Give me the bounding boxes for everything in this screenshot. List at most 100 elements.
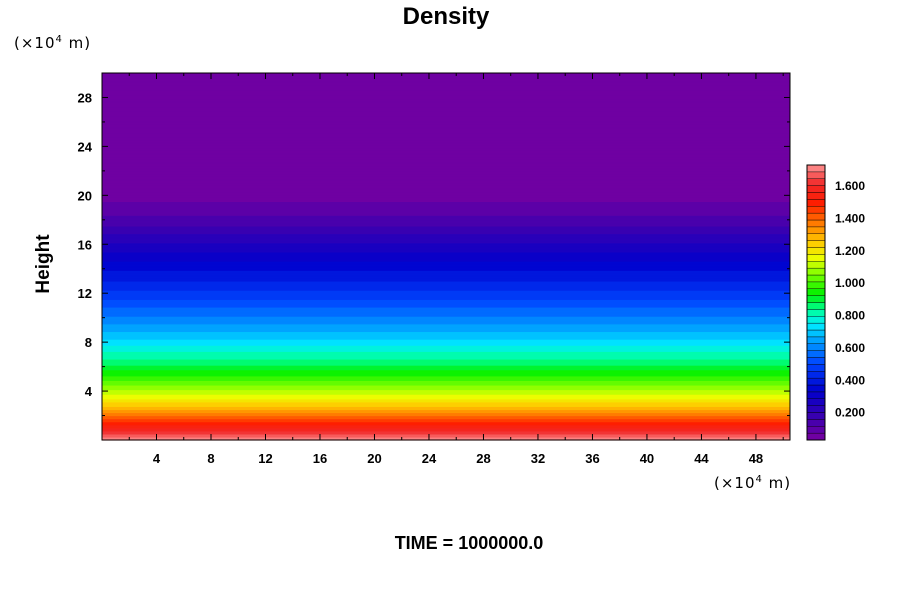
- density-band: [102, 293, 790, 296]
- density-band: [102, 432, 790, 435]
- density-band: [102, 357, 790, 360]
- density-band: [102, 412, 790, 415]
- colorbar-swatch: [806, 336, 826, 344]
- density-band: [102, 230, 790, 233]
- density-band: [102, 124, 790, 128]
- density-band: [102, 398, 790, 401]
- density-band: [102, 378, 790, 381]
- density-band: [102, 236, 790, 239]
- density-band: [102, 134, 790, 137]
- colorbar-swatch: [806, 364, 826, 372]
- density-band: [102, 128, 790, 131]
- colorbar: 0.200 0.400 0.600 0.800 1.000 1.200 1.400 1.600: [806, 164, 865, 441]
- density-band: [102, 198, 790, 201]
- density-band: [102, 184, 790, 187]
- density-band: [102, 267, 790, 270]
- density-band: [102, 79, 790, 82]
- density-band: [102, 118, 790, 122]
- density-band: [102, 251, 790, 255]
- density-band: [102, 394, 790, 397]
- density-band: [102, 345, 790, 348]
- density-band: [102, 280, 790, 284]
- density-band: [102, 337, 790, 340]
- density-band: [102, 164, 790, 167]
- density-band: [102, 173, 790, 177]
- colorbar-swatch: [806, 185, 826, 193]
- x-tick-label: 16: [313, 451, 327, 466]
- density-band: [102, 115, 790, 118]
- density-band: [102, 160, 790, 163]
- density-band: [102, 388, 790, 391]
- density-band: [102, 274, 790, 277]
- density-band: [102, 187, 790, 190]
- density-band: [102, 222, 790, 225]
- density-band: [102, 204, 790, 207]
- density-band: [102, 404, 790, 407]
- density-band: [102, 170, 790, 173]
- colorbar-swatch: [806, 219, 826, 228]
- colorbar-swatch: [806, 233, 826, 241]
- density-band: [102, 91, 790, 94]
- density-band: [102, 264, 790, 267]
- density-band: [102, 368, 790, 371]
- density-band: [102, 277, 790, 281]
- colorbar-tick-label: 0.800: [835, 309, 865, 323]
- density-band: [102, 371, 790, 374]
- x-tick-label: 24: [422, 451, 437, 466]
- density-band: [102, 212, 790, 215]
- x-tick-label: 12: [258, 451, 272, 466]
- density-band: [102, 363, 790, 366]
- density-band: [102, 141, 790, 144]
- colorbar-swatch: [806, 309, 826, 317]
- density-band: [102, 436, 790, 440]
- density-band: [102, 158, 790, 161]
- colorbar-swatch: [806, 206, 826, 214]
- density-band: [102, 135, 790, 138]
- density-band: [102, 265, 790, 268]
- density-band: [102, 123, 790, 126]
- density-band: [102, 196, 790, 199]
- y-tick-label: 28: [78, 90, 92, 105]
- density-band: [102, 189, 790, 192]
- density-band: [102, 319, 790, 322]
- density-band: [102, 120, 790, 123]
- density-band: [102, 395, 790, 398]
- colorbar-swatch: [806, 164, 826, 173]
- density-band: [102, 126, 790, 129]
- colorbar-swatch: [806, 398, 826, 406]
- density-band: [102, 147, 790, 151]
- density-band: [102, 375, 790, 378]
- colorbar-swatch: [806, 329, 826, 338]
- density-band: [102, 202, 790, 206]
- x-unit-label: (×104 m): [714, 474, 791, 492]
- colorbar-tick-label: 1.000: [835, 276, 865, 290]
- plot-frame: [101, 72, 791, 441]
- density-band: [102, 316, 790, 319]
- density-band: [102, 99, 790, 102]
- colorbar-swatch: [806, 295, 826, 303]
- density-band: [102, 138, 790, 141]
- density-band: [102, 154, 790, 157]
- colorbar-swatch: [806, 357, 826, 365]
- density-band: [102, 414, 790, 417]
- colorbar-swatch: [806, 302, 826, 310]
- density-band: [102, 181, 790, 184]
- density-band: [102, 150, 790, 154]
- y-tick-label: 12: [78, 286, 92, 301]
- density-band: [102, 358, 790, 362]
- density-band: [102, 306, 790, 310]
- colorbar-tick-label: 0.400: [835, 373, 865, 387]
- colorbar-tick-label: 1.600: [835, 179, 865, 193]
- density-band: [102, 317, 790, 320]
- colorbar-swatch: [806, 350, 826, 358]
- density-band: [102, 100, 790, 103]
- density-band: [102, 92, 790, 96]
- colorbar-swatch: [806, 432, 826, 441]
- density-band: [102, 89, 790, 92]
- density-band: [102, 348, 790, 351]
- density-band: [102, 355, 790, 359]
- colorbar-tick-label: 0.200: [835, 406, 865, 420]
- y-tick-label: 24: [78, 139, 93, 154]
